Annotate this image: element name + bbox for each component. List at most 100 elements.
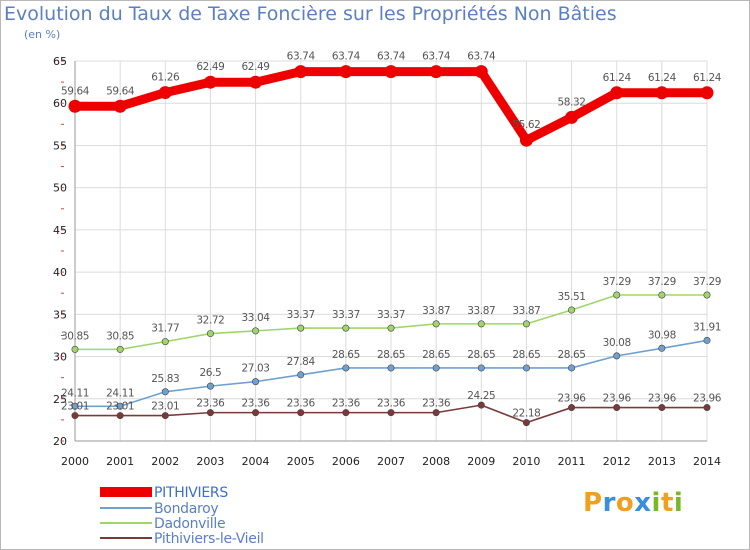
data-label: 61.24 bbox=[648, 72, 677, 84]
y-tick-label: 35 bbox=[53, 308, 67, 321]
chart-subtitle: (en %) bbox=[24, 28, 61, 41]
legend-label: Bondaroy bbox=[154, 501, 218, 517]
data-point bbox=[206, 330, 214, 338]
y-tick-label: 40 bbox=[53, 266, 67, 279]
data-point bbox=[206, 409, 214, 417]
data-point bbox=[161, 338, 169, 346]
data-label: 28.65 bbox=[467, 349, 495, 361]
data-label: 23.36 bbox=[287, 398, 316, 410]
data-label: 25.83 bbox=[151, 373, 179, 385]
logo-letter: o bbox=[615, 488, 635, 518]
data-label: 62.49 bbox=[242, 61, 270, 73]
data-label: 28.65 bbox=[512, 349, 540, 361]
data-label: 33.37 bbox=[377, 309, 405, 321]
data-point bbox=[703, 404, 711, 412]
data-point bbox=[342, 409, 350, 417]
data-point bbox=[252, 378, 260, 386]
legend-label: PITHIVIERS bbox=[154, 485, 228, 501]
grid-lines bbox=[74, 60, 708, 442]
data-point bbox=[522, 320, 530, 328]
data-label: 27.84 bbox=[287, 356, 316, 368]
x-tick-label: 2005 bbox=[287, 455, 315, 468]
data-label: 24.11 bbox=[106, 387, 134, 399]
data-label: 58.32 bbox=[558, 96, 586, 108]
data-point bbox=[161, 412, 169, 420]
data-point bbox=[342, 364, 350, 372]
series-dadonville bbox=[71, 291, 711, 353]
data-point bbox=[613, 291, 621, 299]
data-point bbox=[203, 75, 217, 89]
legend-label: Dadonville bbox=[154, 516, 225, 532]
y-tick-label: 60 bbox=[53, 97, 67, 110]
data-point bbox=[339, 65, 353, 79]
data-label: 23.36 bbox=[332, 398, 361, 410]
data-point bbox=[613, 404, 621, 412]
data-label: 62.49 bbox=[196, 61, 224, 73]
x-tick-label: 2008 bbox=[422, 455, 450, 468]
axes: 20 25 30 35 40 45 50 55 60 65 2000 2001 2002 2003 2004… bbox=[53, 55, 721, 468]
data-label: 33.37 bbox=[287, 309, 315, 321]
data-label: 23.36 bbox=[377, 398, 406, 410]
proxiti-logo: Proxiti bbox=[583, 488, 683, 518]
data-point bbox=[565, 110, 579, 124]
data-point bbox=[432, 364, 440, 372]
x-tick-label: 2013 bbox=[648, 455, 676, 468]
data-label: 23.36 bbox=[196, 398, 225, 410]
data-point bbox=[703, 336, 711, 344]
data-label: 59.64 bbox=[106, 85, 135, 97]
data-point bbox=[477, 364, 485, 372]
x-tick-label: 2009 bbox=[467, 455, 495, 468]
data-label: 30.98 bbox=[648, 329, 676, 341]
data-label: 61.26 bbox=[151, 72, 180, 84]
data-point bbox=[703, 291, 711, 299]
data-point bbox=[432, 320, 440, 328]
data-point bbox=[568, 364, 576, 372]
logo-letter: i bbox=[673, 488, 684, 518]
data-label: 24.11 bbox=[61, 387, 89, 399]
data-point bbox=[568, 306, 576, 314]
data-label: 33.87 bbox=[467, 305, 495, 317]
x-tick-label: 2003 bbox=[196, 455, 224, 468]
data-point bbox=[387, 324, 395, 332]
data-label: 59.64 bbox=[61, 85, 90, 97]
data-label: 28.65 bbox=[422, 349, 450, 361]
data-point bbox=[68, 99, 82, 113]
data-label: 37.29 bbox=[648, 276, 676, 288]
data-point bbox=[658, 404, 666, 412]
data-point bbox=[429, 65, 443, 79]
data-point bbox=[252, 409, 260, 417]
data-point bbox=[116, 402, 124, 410]
series-pithiviers bbox=[68, 65, 714, 147]
data-label: 23.96 bbox=[648, 393, 677, 405]
data-point bbox=[610, 86, 624, 100]
data-label: 30.85 bbox=[106, 330, 134, 342]
data-label: 23.96 bbox=[603, 393, 632, 405]
data-label: 32.72 bbox=[196, 315, 224, 327]
data-point bbox=[519, 133, 533, 147]
data-point bbox=[522, 364, 530, 372]
data-label: 37.29 bbox=[693, 276, 721, 288]
logo-letter: x bbox=[634, 488, 652, 518]
x-tick-label: 2010 bbox=[512, 455, 540, 468]
data-point bbox=[294, 65, 308, 79]
data-label: 61.24 bbox=[603, 72, 632, 84]
data-point bbox=[477, 320, 485, 328]
data-point bbox=[568, 404, 576, 412]
x-tick-label: 2006 bbox=[332, 455, 360, 468]
chart-title: Evolution du Taux de Taxe Foncière sur l… bbox=[4, 3, 617, 25]
data-point bbox=[206, 382, 214, 390]
x-tick-label: 2004 bbox=[242, 455, 270, 468]
data-point bbox=[113, 99, 127, 113]
data-label: 23.36 bbox=[242, 398, 271, 410]
data-label: 28.65 bbox=[558, 349, 586, 361]
data-point bbox=[658, 291, 666, 299]
x-tick-label: 2012 bbox=[603, 455, 631, 468]
data-point bbox=[297, 324, 305, 332]
data-label: 63.74 bbox=[287, 51, 316, 63]
logo-letter: P bbox=[583, 488, 603, 518]
data-point bbox=[477, 401, 485, 409]
logo-letter: r bbox=[602, 488, 616, 518]
data-label: 23.96 bbox=[558, 393, 587, 405]
data-label: 33.04 bbox=[242, 312, 271, 324]
